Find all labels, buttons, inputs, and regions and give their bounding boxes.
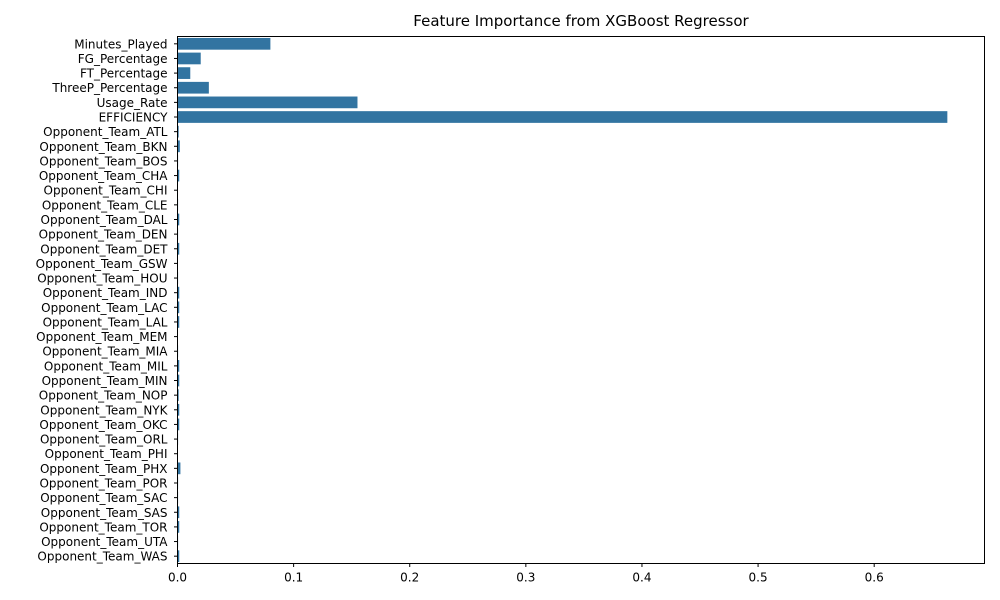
bar-opponent-team-bkn (177, 140, 180, 153)
x-tick-label: 0.4 (632, 571, 651, 585)
y-tick-label: Opponent_Team_DET (40, 242, 168, 256)
bar-efficiency (177, 111, 948, 123)
y-tick-label: FT_Percentage (80, 67, 168, 81)
y-tick-label: Opponent_Team_DEN (39, 228, 168, 242)
bar-opponent-team-nyk (177, 403, 180, 416)
y-tick-label: Opponent_Team_UTA (41, 535, 168, 549)
y-tick-label: Opponent_Team_ORL (40, 433, 168, 447)
y-tick-label: Opponent_Team_NYK (40, 403, 168, 417)
y-tick-label: FG_Percentage (78, 52, 168, 66)
y-tick-label: Opponent_Team_PHX (40, 462, 168, 476)
plot-frame (177, 36, 985, 564)
y-tick-label: Opponent_Team_CHA (39, 169, 168, 183)
y-tick-label: Opponent_Team_SAC (40, 491, 167, 505)
bar-fg-percentage (177, 52, 201, 65)
bar-opponent-team-nop (177, 389, 179, 402)
bar-opponent-team-dal (177, 213, 180, 226)
bar-opponent-team-lac (177, 301, 180, 314)
x-tick-label: 0.0 (168, 571, 187, 585)
x-tick-label: 0.5 (749, 571, 768, 585)
y-tick-label: Opponent_Team_ATL (43, 125, 168, 139)
y-tick-label: Opponent_Team_OKC (39, 418, 167, 432)
y-tick-label: ThreeP_Percentage (51, 81, 167, 95)
y-axis-ticks: Minutes_PlayedFG_PercentageFT_Percentage… (36, 37, 178, 564)
y-tick-label: Opponent_Team_NOP (39, 389, 168, 403)
y-tick-label: Opponent_Team_HOU (37, 272, 167, 286)
y-tick-label: Opponent_Team_POR (39, 476, 167, 490)
y-tick-label: Opponent_Team_MIL (44, 359, 168, 373)
y-tick-label: Opponent_Team_PHI (45, 447, 168, 461)
y-tick-label: Opponent_Team_LAL (43, 315, 168, 329)
bar-opponent-team-lal (177, 316, 180, 328)
bar-usage-rate (177, 96, 358, 109)
y-tick-label: Opponent_Team_TOR (39, 520, 167, 534)
bar-threep-percentage (177, 81, 209, 94)
x-tick-label: 0.1 (284, 571, 303, 585)
y-tick-label: Usage_Rate (97, 96, 168, 110)
x-tick-label: 0.6 (865, 571, 884, 585)
y-tick-label: EFFICIENCY (99, 111, 169, 125)
y-tick-label: Minutes_Played (74, 37, 167, 51)
y-tick-label: Opponent_Team_MIN (42, 374, 168, 388)
bar-opponent-team-was (177, 550, 180, 563)
chart-title: Feature Importance from XGBoost Regresso… (413, 12, 749, 30)
bars-group (177, 37, 948, 563)
bar-opponent-team-min (177, 374, 180, 387)
y-tick-label: Opponent_Team_GSW (36, 257, 168, 271)
bar-opponent-team-sas (177, 506, 180, 519)
bar-opponent-team-cha (177, 169, 180, 182)
y-tick-label: Opponent_Team_DAL (41, 213, 168, 227)
y-tick-label: Opponent_Team_SAS (41, 506, 168, 520)
x-axis-ticks: 0.0 0.1 0.2 0.3 0.4 0.5 0.6 (168, 563, 884, 585)
bar-minutes-played (177, 37, 271, 50)
x-tick-label: 0.3 (516, 571, 535, 585)
bar-opponent-team-ind (177, 286, 180, 299)
bar-opponent-team-det (177, 242, 180, 255)
x-tick-label: 0.2 (400, 571, 419, 585)
bar-opponent-team-tor (177, 521, 180, 533)
bar-opponent-team-phx (177, 462, 181, 475)
y-tick-label: Opponent_Team_LAC (41, 301, 167, 315)
y-tick-label: Opponent_Team_BOS (39, 154, 167, 168)
y-tick-label: Opponent_Team_CLE (42, 198, 168, 212)
y-tick-label: Opponent_Team_MIA (42, 345, 168, 359)
bar-opponent-team-okc (177, 418, 180, 431)
y-tick-label: Opponent_Team_WAS (37, 550, 167, 564)
bar-opponent-team-atl (177, 125, 179, 138)
y-tick-label: Opponent_Team_IND (43, 286, 168, 300)
bar-ft-percentage (177, 67, 191, 79)
y-tick-label: Opponent_Team_MEM (36, 330, 167, 344)
bar-opponent-team-mil (177, 360, 180, 372)
y-tick-label: Opponent_Team_CHI (44, 184, 168, 198)
y-tick-label: Opponent_Team_BKN (39, 140, 167, 154)
